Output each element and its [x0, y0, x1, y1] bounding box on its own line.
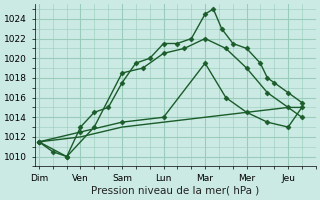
X-axis label: Pression niveau de la mer( hPa ): Pression niveau de la mer( hPa )	[91, 186, 260, 196]
